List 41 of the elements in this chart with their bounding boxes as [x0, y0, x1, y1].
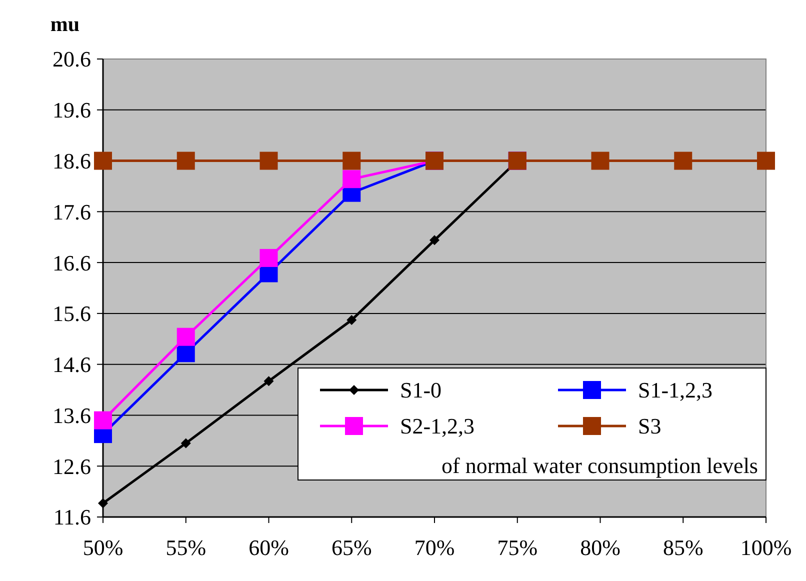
point — [342, 170, 361, 188]
point — [260, 152, 278, 170]
x-tick-label: 50% — [82, 535, 124, 560]
y-tick-label: 17.6 — [52, 199, 91, 224]
y-tick-label: 15.6 — [52, 301, 91, 326]
point — [264, 376, 274, 386]
point — [757, 152, 775, 170]
y-tick-label: 13.6 — [52, 402, 91, 428]
point — [176, 152, 195, 170]
point — [346, 315, 357, 326]
point — [98, 498, 108, 508]
x-tick-label: 75% — [497, 535, 538, 560]
point — [430, 235, 440, 246]
legend-label: S3 — [638, 414, 662, 439]
point — [260, 248, 278, 267]
point — [94, 411, 112, 430]
point — [591, 152, 610, 170]
x-tick-label: 85% — [662, 535, 704, 560]
point — [176, 328, 195, 346]
point — [180, 438, 191, 448]
x-tick-label: 65% — [331, 535, 372, 560]
legend-label: S1-0 — [400, 378, 442, 403]
y-tick-label: 20.6 — [52, 46, 91, 72]
legend-label: S1-1,2,3 — [638, 378, 713, 403]
y-tick-label: 18.6 — [52, 148, 91, 174]
y-tick-label: 12.6 — [52, 454, 91, 479]
point — [342, 152, 361, 170]
point — [674, 152, 692, 170]
y-tick-label: 19.6 — [52, 98, 91, 123]
y-tick-label: 16.6 — [52, 250, 91, 276]
y-axis-title: mu — [50, 12, 80, 36]
x-tick-label: 60% — [248, 535, 289, 560]
x-tick-label: 70% — [414, 535, 455, 560]
x-tick-label: 80% — [580, 535, 620, 560]
annotation: of normal water consumption levels — [442, 453, 758, 478]
y-tick-label: 11.6 — [53, 504, 91, 530]
x-tick-label: 100% — [740, 535, 792, 560]
legend-label: S2-1,2,3 — [400, 414, 475, 439]
x-tick-label: 55% — [166, 535, 206, 560]
point — [94, 152, 112, 170]
y-tick-label: 14.6 — [52, 352, 91, 378]
